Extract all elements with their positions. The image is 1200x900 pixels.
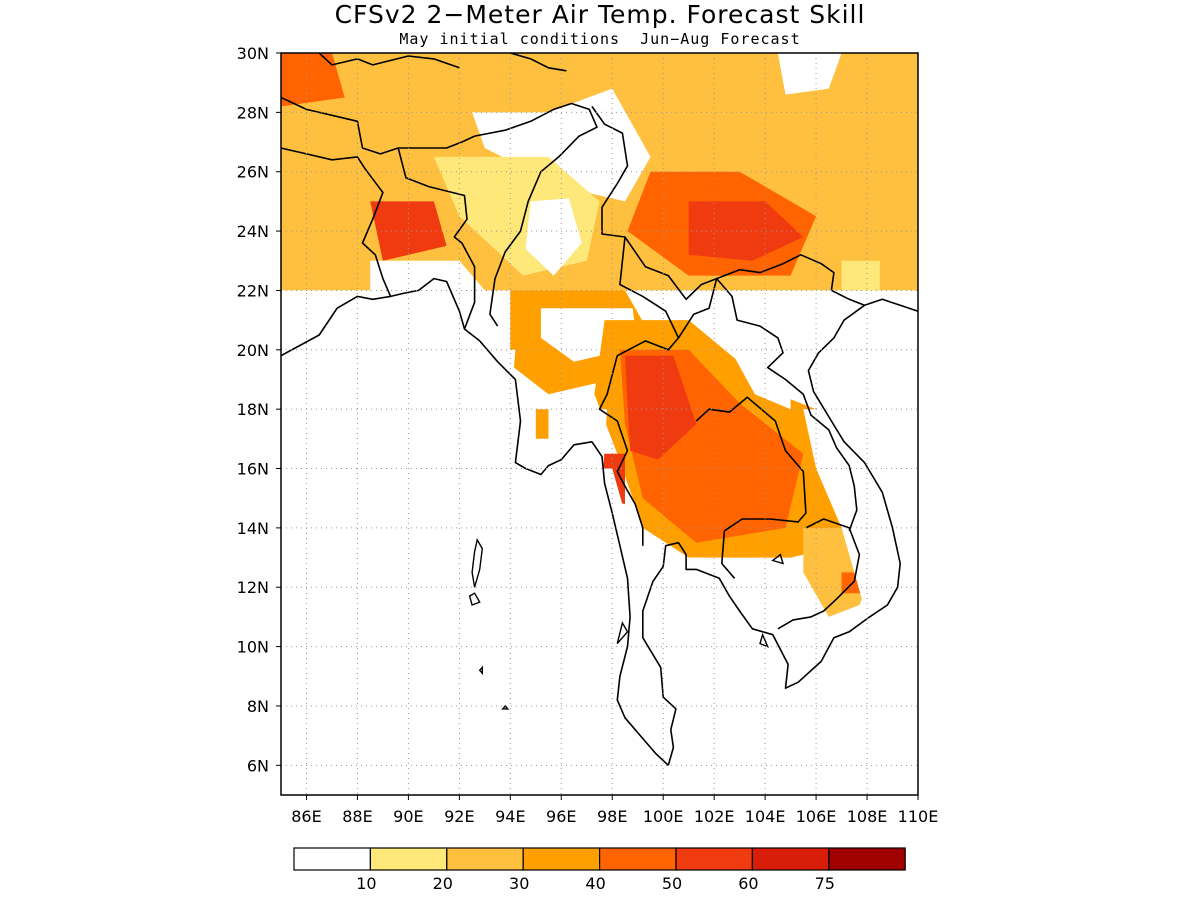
colorbar-swatch-7 xyxy=(828,847,906,871)
coastline-12 xyxy=(318,53,460,69)
y-tick-label: 24N xyxy=(237,222,269,241)
skill-region-18 xyxy=(535,409,549,439)
x-tick-label: 96E xyxy=(546,807,576,826)
colorbar-label: 30 xyxy=(509,874,529,893)
coastline-2 xyxy=(281,96,475,155)
x-tick-label: 102E xyxy=(694,807,735,826)
y-tick-label: 20N xyxy=(237,341,269,360)
x-tick-label: 90E xyxy=(393,807,423,826)
colorbar-label: 75 xyxy=(815,874,835,893)
x-tick-label: 98E xyxy=(597,807,627,826)
y-tick-label: 6N xyxy=(247,756,269,775)
colorbar-swatch-3 xyxy=(522,847,601,871)
no-skill-region-5 xyxy=(739,572,796,611)
coastline-1 xyxy=(641,298,918,766)
gridline-layer xyxy=(281,53,918,795)
y-tick-label: 30N xyxy=(237,44,269,63)
island-3 xyxy=(501,704,510,710)
skill-region-6 xyxy=(370,201,447,261)
no-skill-region-7 xyxy=(803,290,918,795)
colorbar-label: 20 xyxy=(433,874,453,893)
y-tick-label: 12N xyxy=(237,578,269,597)
axis-tick-layer: 86E 88E 90E 92E 94E 96E 98E 100E 102E 104E 106E 108… xyxy=(237,44,939,826)
y-tick-label: 8N xyxy=(247,697,269,716)
skill-region-7 xyxy=(281,53,345,107)
skill-region-3 xyxy=(525,198,582,276)
coastline-layer xyxy=(281,53,918,766)
y-tick-label: 14N xyxy=(237,519,269,538)
coastline-4 xyxy=(397,147,476,330)
skill-region-8 xyxy=(841,260,880,291)
coastline-10 xyxy=(777,518,861,630)
y-tick-label: 22N xyxy=(237,281,269,300)
colorbar-swatch-4 xyxy=(598,847,677,871)
map-subtitle: May initial conditions Jun−Aug Forecast xyxy=(399,30,801,48)
x-tick-label: 106E xyxy=(796,807,837,826)
colorbar-label: 60 xyxy=(738,874,758,893)
coastline-13 xyxy=(510,53,567,72)
map-title: CFSv2 2−Meter Air Temp. Forecast Skill xyxy=(334,0,866,29)
island-4 xyxy=(616,621,629,645)
y-tick-label: 26N xyxy=(237,163,269,182)
colorbar-swatch-0 xyxy=(293,847,372,871)
x-tick-label: 86E xyxy=(291,807,321,826)
colorbar-label: 10 xyxy=(356,874,376,893)
x-tick-label: 100E xyxy=(643,807,684,826)
x-tick-label: 94E xyxy=(495,807,525,826)
skill-region-14 xyxy=(625,355,697,460)
x-tick-label: 110E xyxy=(898,807,939,826)
x-tick-label: 108E xyxy=(847,807,888,826)
coastline-7 xyxy=(598,236,680,546)
coastline-3 xyxy=(281,147,392,297)
colorbar-legend: 10 20 30 40 50 60 75 xyxy=(293,847,906,893)
island-6 xyxy=(771,553,785,565)
colorbar-swatch-1 xyxy=(369,847,448,871)
skill-fill-layer xyxy=(281,53,918,795)
skill-region-1 xyxy=(472,88,651,202)
colorbar-label: 40 xyxy=(585,874,605,893)
coastline-11 xyxy=(716,254,865,307)
colorbar-swatch-2 xyxy=(446,847,524,871)
y-tick-label: 16N xyxy=(237,460,269,479)
y-tick-label: 28N xyxy=(237,103,269,122)
y-tick-label: 18N xyxy=(237,400,269,419)
x-tick-label: 104E xyxy=(745,807,786,826)
island-5 xyxy=(759,632,770,648)
no-skill-region-4 xyxy=(642,557,867,795)
x-tick-label: 92E xyxy=(444,807,474,826)
colorbar-swatch-5 xyxy=(675,847,754,871)
no-skill-region-3 xyxy=(586,468,664,795)
skill-region-9 xyxy=(777,53,842,95)
x-tick-label: 88E xyxy=(342,807,372,826)
coastline-0 xyxy=(281,277,669,766)
plot-frame xyxy=(280,52,919,796)
coastline-6 xyxy=(591,105,717,301)
y-tick-label: 10N xyxy=(237,638,269,657)
island-2 xyxy=(478,665,483,676)
colorbar-swatch-6 xyxy=(751,847,830,871)
coastline-5 xyxy=(474,102,598,327)
coastline-9 xyxy=(695,396,807,579)
island-1 xyxy=(468,592,481,606)
island-0 xyxy=(471,537,484,588)
colorbar-label: 50 xyxy=(662,874,682,893)
